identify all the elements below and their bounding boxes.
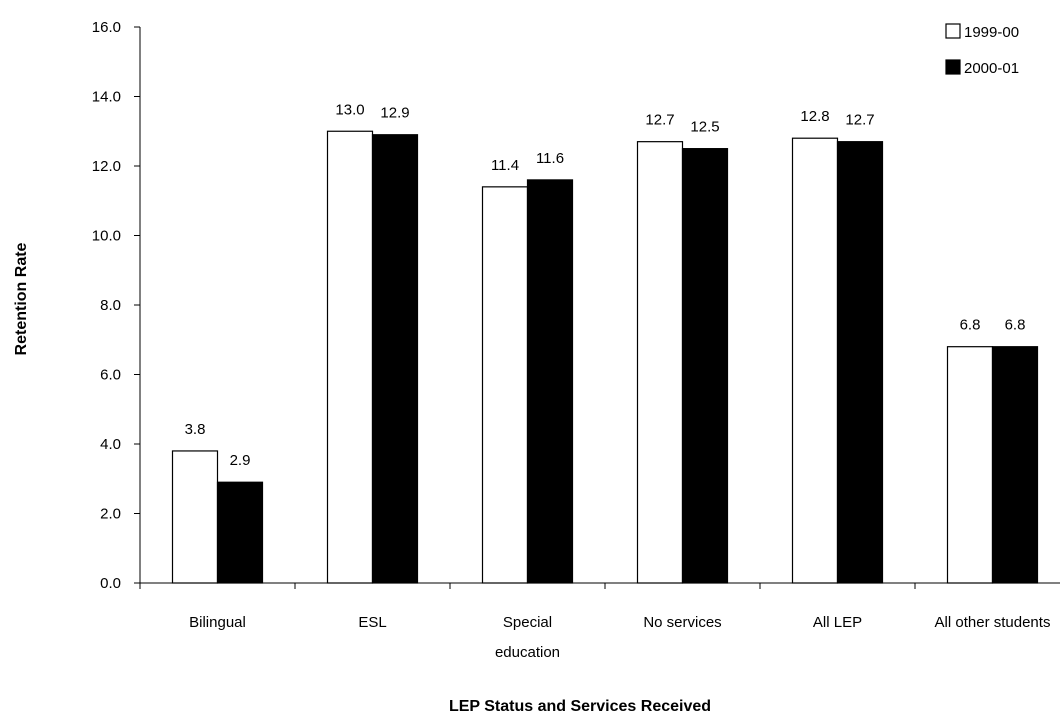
data-label: 3.8 <box>185 421 206 438</box>
category-label: Special <box>503 614 552 631</box>
y-axis: 0.0 2.0 4.0 6.0 8.0 10.0 12.0 14.0 16.0 <box>92 19 141 592</box>
category-labels: Bilingual ESL Special education No services A… <box>189 614 1050 661</box>
bar-series1 <box>171 450 219 584</box>
data-label: 11.6 <box>536 150 564 167</box>
bar-series1 <box>946 346 994 584</box>
legend-label: 2000-01 <box>964 60 1019 77</box>
y-tick-label: 2.0 <box>100 506 121 523</box>
data-label: 12.5 <box>690 119 719 136</box>
x-axis <box>139 582 1060 589</box>
bar-series2 <box>216 481 264 584</box>
x-axis-title: LEP Status and Services Received <box>449 698 711 715</box>
data-label: 6.8 <box>1005 317 1026 334</box>
y-tick-label: 6.0 <box>100 367 121 384</box>
bar-series2 <box>681 148 729 584</box>
bar-series1 <box>636 141 684 584</box>
bar-series2 <box>991 346 1039 584</box>
y-tick-label: 4.0 <box>100 436 121 453</box>
y-tick-label: 8.0 <box>100 297 121 314</box>
data-label: 6.8 <box>960 317 981 334</box>
bar-series2 <box>836 141 884 584</box>
bar-series2 <box>371 134 419 584</box>
y-tick-label: 14.0 <box>92 89 121 106</box>
bar-series1 <box>326 130 374 584</box>
category-label: Bilingual <box>189 614 246 631</box>
category-label: education <box>495 644 560 661</box>
legend-swatch <box>945 23 961 39</box>
y-tick-label: 0.0 <box>100 575 121 592</box>
data-label: 12.9 <box>380 105 409 122</box>
data-label: 2.9 <box>230 452 251 469</box>
y-tick-label: 10.0 <box>92 228 121 245</box>
data-label: 13.0 <box>335 101 364 118</box>
legend-label: 1999-00 <box>964 24 1019 41</box>
category-label: All other students <box>935 614 1051 631</box>
legend: 1999-00 2000-01 <box>945 23 1019 77</box>
y-tick-label: 16.0 <box>92 19 121 36</box>
data-label: 12.7 <box>845 112 874 129</box>
data-label: 12.8 <box>800 108 829 125</box>
y-axis-title: Retention Rate <box>13 242 30 355</box>
category-label: ESL <box>358 614 386 631</box>
bar-series1 <box>791 137 839 584</box>
data-labels: 3.8 2.9 13.0 12.9 11.4 11.6 12.7 12.5 12.8 12.7 6.… <box>185 101 1026 469</box>
data-label: 12.7 <box>645 112 674 129</box>
category-label: No services <box>643 614 721 631</box>
bar-series1 <box>481 186 529 584</box>
legend-swatch <box>945 59 961 75</box>
y-tick-label: 12.0 <box>92 158 121 175</box>
data-label: 11.4 <box>491 157 519 174</box>
bars <box>171 130 1039 584</box>
category-label: All LEP <box>813 614 862 631</box>
bar-series2 <box>526 179 574 584</box>
